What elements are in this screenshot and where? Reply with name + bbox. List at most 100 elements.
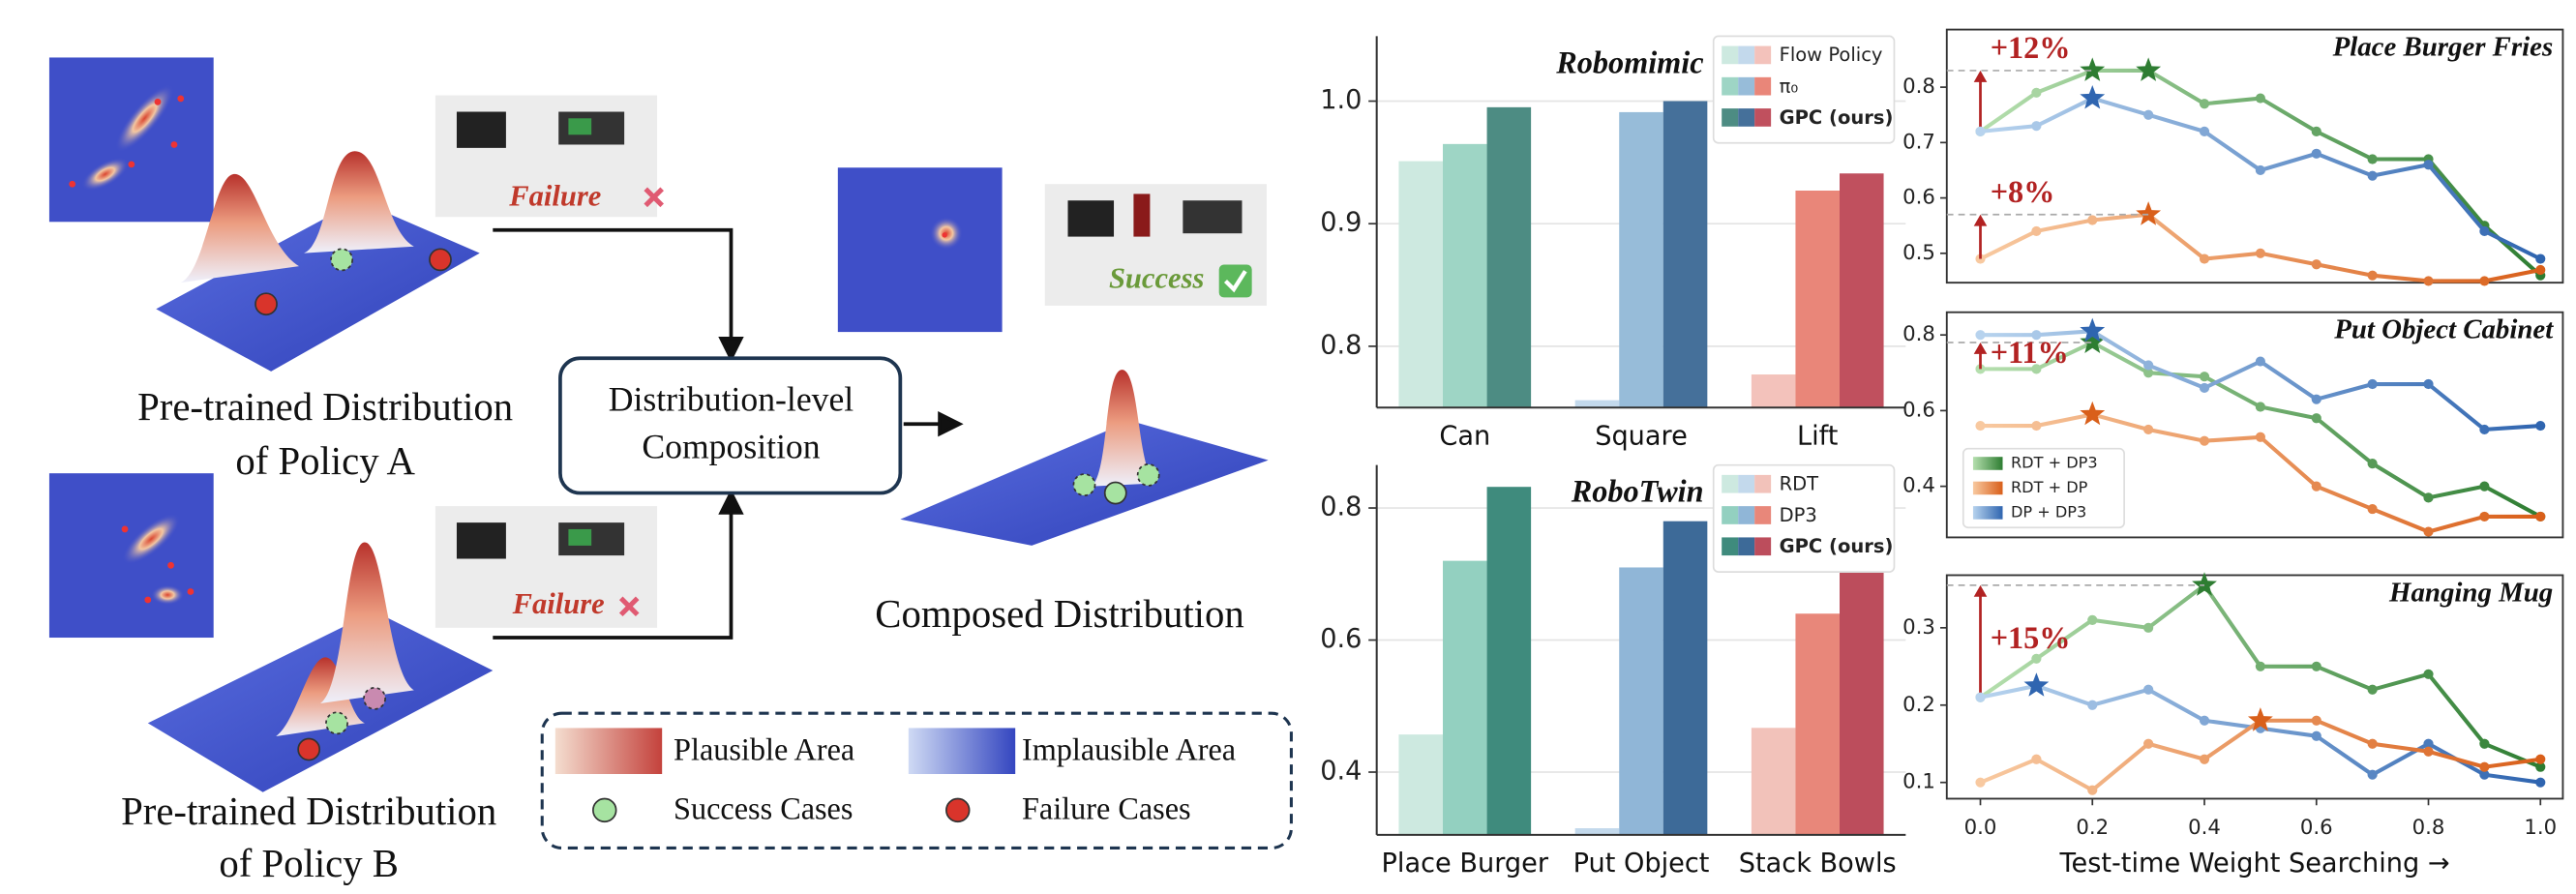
robot-photo-c-part (1133, 194, 1151, 237)
point (2143, 109, 2154, 120)
robot-photo-b (434, 506, 658, 628)
legend-swatch (1754, 474, 1772, 493)
outcome-label: Failure (512, 587, 605, 620)
bar (1795, 190, 1841, 408)
composition-label: Composition (642, 428, 820, 466)
arrows (493, 227, 964, 640)
y-tick-label: 0.6 (1902, 398, 1935, 422)
legend-label: DP3 (1780, 504, 1817, 526)
heatmap-a (48, 57, 214, 223)
legend-label: Failure Cases (1022, 790, 1191, 825)
point (2423, 526, 2434, 537)
robot-photo-b-part (456, 522, 506, 559)
bar (1795, 613, 1841, 835)
arrows-part (718, 489, 744, 515)
star-marker (2023, 672, 2050, 697)
star-marker (2080, 84, 2106, 109)
legend-label: DP + DP3 (2011, 502, 2086, 521)
point (2423, 669, 2434, 679)
point (2087, 700, 2098, 710)
annotation-arrowhead (1973, 343, 1988, 354)
surface-a-part (429, 248, 452, 272)
plot-frame (1945, 28, 2564, 284)
point (2199, 253, 2210, 264)
point (2367, 684, 2378, 695)
heatmap-composed (837, 167, 1003, 333)
legend-label: GPC (ours) (1780, 106, 1894, 129)
x-tick-label: 0.0 (1964, 816, 1997, 840)
point (2423, 160, 2434, 170)
legend-swatch (1722, 108, 1739, 127)
bar (1574, 828, 1620, 835)
diagram-legend (540, 711, 1293, 849)
point (2367, 738, 2378, 749)
bar (1443, 560, 1487, 835)
robot-photo-c (1044, 184, 1267, 306)
robot-photo-a (434, 95, 664, 218)
point (2199, 754, 2210, 764)
robot-photo-c-part (1183, 200, 1243, 234)
point (2423, 492, 2434, 503)
x-tick-label: 0.4 (2188, 816, 2221, 840)
arrows-part (493, 509, 734, 640)
point (1975, 420, 1986, 432)
surface-composed (900, 370, 1269, 546)
line (1979, 212, 2541, 283)
star-marker (2136, 57, 2162, 81)
annotation: +15% (1991, 620, 2071, 655)
legend-swatch (1754, 76, 1772, 96)
x-tick-label: Stack Bowls (1739, 849, 1897, 879)
point (2479, 511, 2490, 522)
point (2087, 215, 2098, 225)
heatmap-b-part (151, 584, 185, 606)
legend-label: Implausible Area (1022, 731, 1236, 766)
point (2199, 99, 2210, 109)
point (2255, 248, 2265, 258)
point (2255, 432, 2265, 442)
point (2199, 372, 2210, 382)
y-tick-label: 0.4 (1902, 474, 1935, 498)
heatmap-b-part (122, 513, 181, 565)
chart-title: Hanging Mug (2388, 577, 2553, 608)
legend-swatch (1972, 457, 2003, 470)
bar (1443, 143, 1487, 408)
surface-composed-part (1072, 473, 1096, 496)
point (2479, 738, 2490, 749)
legend-swatch (1722, 474, 1739, 493)
x-tick-label: Can (1439, 421, 1490, 451)
legend-swatch (1722, 537, 1739, 556)
point (2311, 126, 2321, 136)
point (2031, 87, 2042, 98)
legend-swatch (1738, 474, 1755, 493)
point (2423, 738, 2434, 749)
legend-swatch (1722, 45, 1739, 65)
y-tick-label: 0.1 (1902, 770, 1935, 794)
star-marker (2080, 401, 2106, 426)
star-marker (2247, 707, 2273, 731)
point (2199, 382, 2210, 394)
plot-frame (1945, 311, 2564, 539)
bar (1619, 111, 1663, 408)
robot-photo-b-part (568, 528, 592, 546)
point (2087, 614, 2098, 625)
bar (1840, 173, 1884, 408)
caption: of Policy B (219, 842, 399, 885)
point (2311, 413, 2321, 424)
point (2479, 424, 2490, 435)
point (2367, 270, 2378, 281)
point (2311, 259, 2321, 270)
heatmap-a-part (69, 180, 76, 188)
point (2479, 225, 2490, 237)
point (1975, 364, 1986, 374)
legend-swatch (1738, 45, 1755, 65)
x-tick-label: Put Object (1573, 849, 1710, 879)
star-marker (2080, 317, 2106, 343)
point (2031, 754, 2042, 764)
point (2423, 378, 2434, 390)
caption: Pre-trained Distribution (137, 385, 513, 429)
legend-swatch (1722, 506, 1739, 524)
legend-swatch (1972, 506, 2003, 520)
surface-a-part (304, 151, 414, 253)
point (2143, 622, 2154, 633)
surface-composed-part (1136, 462, 1160, 487)
